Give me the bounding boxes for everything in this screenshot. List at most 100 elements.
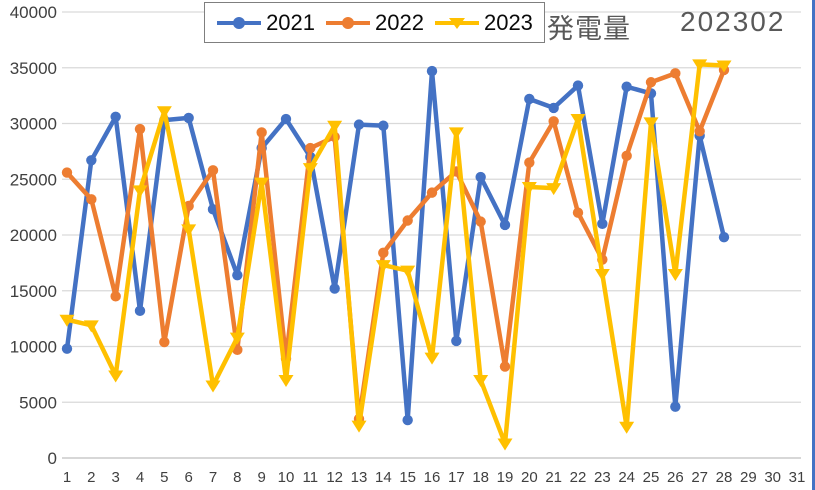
data-point-2022 [548,116,559,127]
data-point-2023 [448,127,464,140]
data-point-2023 [424,352,440,365]
data-point-2022 [159,336,170,348]
data-point-2023 [570,114,586,127]
data-point-2023 [83,320,99,333]
data-point-2021 [524,93,535,105]
data-point-2022 [402,215,413,226]
x-tick-label: 8 [233,469,241,486]
data-point-2021 [572,80,584,91]
x-tick-label: 11 [303,469,319,486]
x-tick-label: 23 [594,469,611,486]
data-point-2021 [499,219,511,231]
legend-line-circle-icon [326,16,371,29]
data-point-2023 [302,163,318,176]
data-point-2023 [278,374,294,387]
data-point-2021 [61,343,73,354]
data-point-2023 [643,117,659,130]
data-point-2022 [621,150,632,162]
y-tick-label: 25000 [10,170,57,189]
data-point-2021 [110,111,121,123]
data-point-2021 [621,81,632,92]
data-point-2021 [183,112,194,124]
data-point-2023 [254,177,270,190]
chart-legend[interactable]: 2021 2022 2023 [204,2,545,43]
data-point-2021 [426,65,438,77]
data-point-2022 [378,247,389,259]
data-point-2022 [670,68,681,79]
data-point-2023 [229,332,245,345]
data-point-2022 [694,126,705,137]
x-tick-label: 17 [448,469,465,486]
data-point-2023 [546,183,562,196]
x-tick-label: 31 [789,469,806,486]
data-point-2023 [59,314,75,327]
x-tick-label: 15 [399,469,416,486]
x-tick-label: 28 [716,469,733,486]
data-point-2022 [61,167,73,178]
data-point-2023 [667,269,683,282]
legend-line-triangle-icon [434,17,479,29]
data-point-2023 [497,438,513,451]
data-point-2021 [232,269,243,281]
x-tick-label: 3 [111,469,119,486]
data-point-2023 [521,182,537,195]
series-2023[interactable] [59,59,732,451]
chart-title[interactable]: 発電量 [547,14,631,44]
data-point-2023 [473,374,489,387]
data-point-2021 [329,283,340,294]
data-point-2022 [426,187,438,198]
x-tick-label: 2 [87,469,95,486]
x-tick-label: 12 [326,469,343,486]
data-point-2021 [475,171,486,183]
series-line-2023 [64,62,727,446]
series-line-2022 [64,67,727,422]
data-point-2022 [86,194,97,205]
data-point-2023 [716,60,732,73]
y-tick-label: 30000 [10,115,57,134]
legend-line-circle-icon [217,16,262,29]
period-label[interactable]: 202302 [680,6,786,37]
y-tick-label: 20000 [10,226,57,245]
data-point-2021 [353,119,365,130]
y-tick-label: 0 [48,449,57,468]
data-point-2021 [402,414,413,426]
data-point-2021 [134,305,146,317]
data-point-2021 [548,102,559,114]
y-tick-label: 10000 [10,338,57,357]
x-tick-label: 29 [740,469,757,486]
x-tick-label: 13 [351,469,368,486]
data-point-2022 [645,77,657,88]
x-tick-label: 25 [643,469,660,486]
series-2021[interactable] [61,65,730,426]
data-point-2023 [327,120,343,133]
x-tick-label: 16 [424,469,441,486]
x-tick-label: 6 [184,469,192,486]
legend-entry-2022[interactable]: 2022 [325,11,424,34]
x-tick-label: 4 [136,469,144,486]
data-point-2021 [378,120,389,131]
data-point-2022 [134,123,146,135]
x-tick-label: 7 [209,469,217,486]
x-tick-label: 24 [618,469,635,486]
data-point-2023 [400,265,416,278]
x-tick-label: 30 [764,469,781,486]
data-point-2022 [110,291,121,302]
data-point-2022 [475,216,486,227]
data-point-2023 [181,224,197,237]
legend-entry-2023[interactable]: 2023 [434,11,533,34]
data-point-2021 [86,155,97,166]
y-tick-label: 15000 [10,282,57,301]
data-point-2023 [132,185,148,198]
x-tick-label: 27 [691,469,708,486]
legend-entry-2021[interactable]: 2021 [216,11,315,34]
x-tick-label: 18 [472,469,489,486]
data-point-2022 [499,361,511,372]
data-point-2023 [156,106,172,119]
y-tick-label: 35000 [10,59,57,78]
series-line-2021 [64,68,727,423]
data-point-2023 [692,59,708,72]
y-tick-label: 40000 [10,3,57,22]
x-tick-label: 10 [278,469,295,486]
data-point-2021 [718,232,730,243]
